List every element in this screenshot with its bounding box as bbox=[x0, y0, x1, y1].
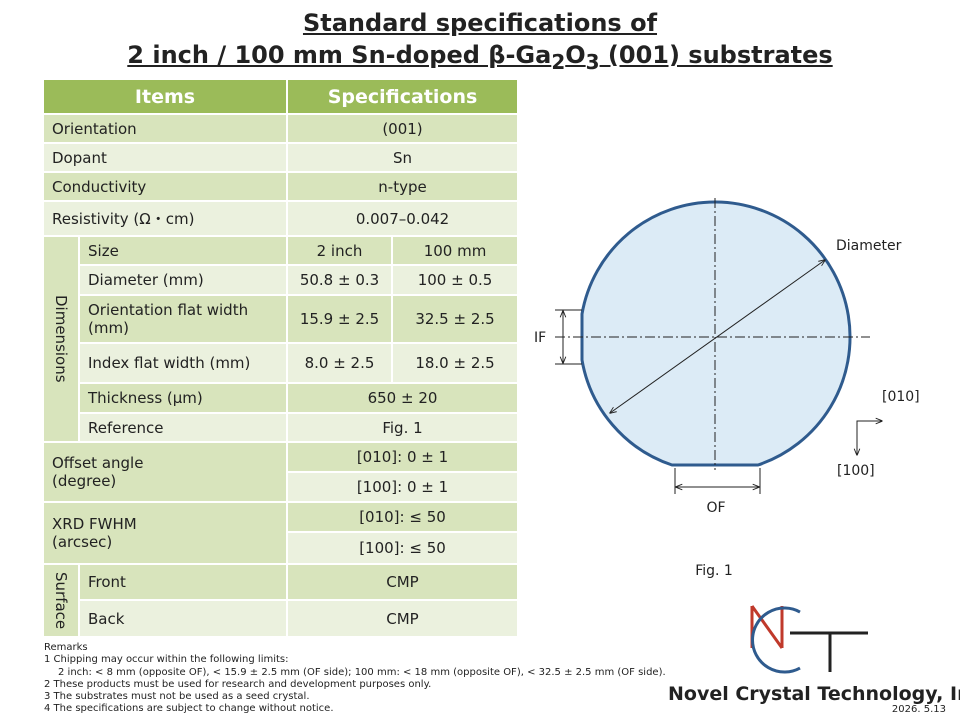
spec-cell: [010]: 0 ± 1 bbox=[285, 441, 520, 473]
label: Diameter bbox=[836, 238, 902, 254]
diameter-arrow bbox=[610, 260, 825, 413]
spec-cell: n-type bbox=[285, 171, 520, 202]
row: Index flat width (mm) 8.0 ± 2.5 18.0 ± 2.5 bbox=[43, 342, 520, 384]
spec-cell: 100 mm bbox=[390, 235, 520, 266]
spec-cell: [100]: 0 ± 1 bbox=[285, 471, 520, 503]
item-cell: Front bbox=[78, 563, 288, 601]
row: [100]: ≤ 50 bbox=[43, 531, 520, 565]
subscript: 2 bbox=[551, 49, 566, 74]
spec-cell: 8.0 ± 2.5 bbox=[286, 342, 393, 384]
spec-cell: 2 inch bbox=[286, 235, 393, 266]
row: Resistivity (Ω・cm) 0.007–0.042 bbox=[42, 200, 520, 237]
spec-cell: CMP bbox=[285, 563, 520, 601]
caption: Fig. 1 bbox=[695, 563, 733, 579]
row: Offset angle (degree) [010]: 0 ± 1 bbox=[42, 441, 520, 503]
title-text: O bbox=[565, 41, 586, 69]
item-cell: Size bbox=[78, 235, 288, 266]
item-cell: Back bbox=[78, 599, 288, 638]
title-text: (001) substrates bbox=[599, 41, 833, 69]
spec-cell: 0.007–0.042 bbox=[285, 200, 520, 237]
logo bbox=[750, 605, 868, 674]
remark: 3 The substrates must not be used as a s… bbox=[44, 691, 310, 703]
row: Conductivity n-type bbox=[42, 171, 520, 202]
wafer bbox=[580, 200, 852, 467]
spec-cell: 50.8 ± 0.3 bbox=[286, 264, 393, 296]
item-cell: Offset angle (degree) bbox=[42, 441, 288, 503]
item-cell: Resistivity (Ω・cm) bbox=[42, 200, 288, 237]
company: Novel Crystal Technology, Inc. bbox=[668, 683, 960, 705]
remark: 2 These products must be used for resear… bbox=[44, 678, 432, 690]
row: Thickness (µm) 650 ± 20 bbox=[43, 382, 520, 414]
remark: 4 The specifications are subject to chan… bbox=[44, 703, 334, 715]
row: Orientation (001) bbox=[42, 113, 520, 144]
item-cell: Dopant bbox=[42, 142, 288, 173]
subscript: 3 bbox=[585, 49, 600, 74]
item-cell: Orientation bbox=[42, 113, 288, 144]
spec-cell: 18.0 ± 2.5 bbox=[390, 342, 520, 384]
spec-cell: [100]: ≤ 50 bbox=[285, 531, 520, 565]
spec-cell: [010]: ≤ 50 bbox=[285, 501, 520, 533]
spec-table: Items Specifications Orientation (001) Dop… bbox=[42, 78, 520, 638]
group-cell: Surface bbox=[42, 563, 80, 638]
row: Surface Front CMP bbox=[42, 563, 520, 638]
spec-cell: 32.5 ± 2.5 bbox=[390, 294, 520, 344]
row: Back CMP bbox=[43, 599, 520, 638]
title-line2: 2 inch / 100 mm Sn-doped β-Ga2O3 (001) s… bbox=[0, 40, 960, 77]
spec-cell: 650 ± 20 bbox=[285, 382, 520, 414]
title-line1: Standard specifications of bbox=[302, 9, 658, 37]
row: Dopant Sn bbox=[42, 142, 520, 173]
spec-cell: Fig. 1 bbox=[285, 412, 520, 443]
spec-cell: (001) bbox=[285, 113, 520, 144]
spec-cell: 15.9 ± 2.5 bbox=[286, 294, 393, 344]
spec-cell: CMP bbox=[285, 599, 520, 638]
group-cell: Dimensions bbox=[42, 235, 80, 443]
item-cell: Conductivity bbox=[42, 171, 288, 202]
row: Dimensions Size 2 inch 100 mm bbox=[42, 235, 520, 443]
item-cell: Index flat width (mm) bbox=[78, 342, 288, 384]
row: Diameter (mm) 50.8 ± 0.3 100 ± 0.5 bbox=[43, 264, 520, 296]
item-cell: XRD FWHM (arcsec) bbox=[42, 501, 288, 565]
label: OF bbox=[706, 500, 725, 516]
header-cell: Specifications bbox=[285, 78, 520, 115]
direction-arrows bbox=[857, 421, 882, 455]
label: [100] bbox=[837, 463, 875, 479]
remark: 2 inch: < 8 mm (opposite OF), < 15.9 ± 2… bbox=[58, 666, 666, 678]
title-text: 2 inch / 100 mm Sn-doped β-Ga bbox=[127, 41, 552, 69]
row: [100]: 0 ± 1 bbox=[43, 471, 520, 503]
item-cell: Orientation flat width (mm) bbox=[78, 294, 288, 344]
item-cell: Diameter (mm) bbox=[78, 264, 288, 296]
row: XRD FWHM (arcsec) [010]: ≤ 50 bbox=[42, 501, 520, 565]
label: [010] bbox=[882, 389, 920, 405]
date: 2026. 5.13 bbox=[892, 704, 946, 715]
remark: 1 Chipping may occur within the followin… bbox=[44, 654, 289, 666]
label: IF bbox=[534, 330, 546, 346]
row: Orientation flat width (mm) 15.9 ± 2.5 32.… bbox=[43, 294, 520, 344]
spec-cell: 100 ± 0.5 bbox=[390, 264, 520, 296]
item-cell: Reference bbox=[78, 412, 288, 443]
item-cell: Thickness (µm) bbox=[78, 382, 288, 414]
remarks: Remarks 1 Chipping may occur within the … bbox=[44, 642, 666, 716]
remarks-title: Remarks bbox=[44, 642, 88, 653]
spec-cell: Sn bbox=[285, 142, 520, 173]
header-row: Items Specifications bbox=[42, 78, 520, 115]
row: Reference Fig. 1 bbox=[43, 412, 520, 443]
header-cell: Items bbox=[42, 78, 288, 115]
